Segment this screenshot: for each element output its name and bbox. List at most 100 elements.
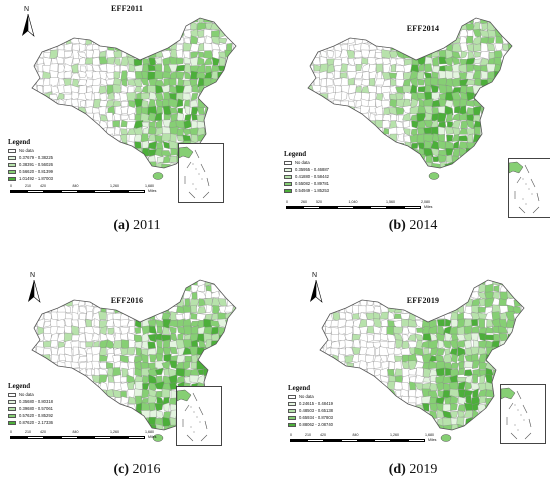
region-cell — [418, 29, 425, 38]
region-cell — [501, 78, 510, 88]
region-cell — [148, 44, 158, 52]
region-cell — [231, 388, 236, 398]
region-cell — [466, 63, 476, 73]
region-cell — [421, 280, 431, 287]
region-cell — [63, 280, 74, 287]
region-cell — [175, 49, 183, 59]
region-cell — [352, 313, 360, 320]
north-letter: N — [312, 272, 318, 279]
region-cell — [472, 156, 483, 165]
region-cell — [459, 154, 467, 164]
region-cell — [308, 28, 314, 38]
region-cell — [119, 37, 129, 46]
region-cell — [344, 292, 355, 300]
legend-label: 0.87620 - 2.17336 — [19, 420, 53, 425]
region-cell — [424, 84, 431, 93]
region-cell — [140, 37, 150, 45]
region-cell — [500, 21, 509, 30]
region-cell — [388, 396, 396, 406]
region-cell — [431, 21, 441, 31]
region-cell — [176, 127, 185, 137]
region-cell — [231, 319, 236, 329]
region-cell — [474, 77, 482, 87]
region-cell — [32, 36, 38, 46]
region-cell — [319, 18, 327, 24]
region-cell — [170, 147, 179, 156]
region-cell — [373, 360, 381, 369]
region-cell — [91, 280, 101, 285]
scale-bar: 0 210 420 840 1,260 1,680 Miles — [290, 433, 460, 447]
region-cell — [387, 369, 395, 377]
region-cell — [233, 65, 236, 72]
region-cell — [78, 280, 87, 286]
region-cell — [154, 21, 165, 32]
region-cell — [319, 108, 329, 116]
region-cell — [86, 280, 94, 287]
region-cell — [210, 375, 219, 385]
legend: Legend No data 0.24615 - 0.48419 0.48503 -… — [288, 384, 378, 428]
region-cell — [429, 297, 439, 307]
region-cell — [233, 325, 236, 336]
region-cell — [390, 113, 397, 122]
legend-label: 0.37679 - 0.38225 — [19, 155, 53, 160]
region-cell — [120, 285, 128, 294]
region-cell — [80, 100, 86, 108]
legend-label: 0.41880 - 0.58442 — [295, 174, 329, 179]
region-cell — [169, 107, 178, 114]
region-cell — [383, 155, 391, 164]
region-cell — [486, 93, 497, 102]
legend-label: 0.48503 - 0.65138 — [299, 408, 333, 413]
region-cell — [438, 22, 447, 32]
scale-tick: 1,680 — [145, 184, 154, 188]
region-cell — [232, 133, 236, 143]
legend-label: No data — [299, 394, 314, 399]
region-cell — [217, 65, 228, 72]
region-cell — [435, 367, 445, 377]
region-cell — [388, 22, 398, 32]
region-cell — [423, 36, 433, 44]
caption-year: 2011 — [133, 218, 161, 233]
region-cell — [320, 140, 329, 149]
region-cell — [56, 18, 67, 24]
region-cell — [161, 18, 172, 25]
region-cell — [63, 63, 73, 74]
region-cell — [141, 49, 151, 58]
region-cell — [92, 292, 102, 300]
region-cell — [184, 71, 192, 80]
scale-unit: Miles — [148, 189, 157, 193]
region-cell — [226, 114, 235, 121]
region-cell — [156, 18, 164, 23]
region-cell — [404, 42, 412, 52]
region-cell — [161, 290, 172, 301]
region-cell — [509, 99, 512, 109]
region-cell — [408, 318, 417, 328]
region-cell — [233, 114, 236, 122]
region-cell — [486, 98, 497, 107]
region-cell — [457, 410, 465, 418]
map-title: EFF2011 — [110, 4, 144, 13]
region-cell — [32, 126, 37, 136]
caption-letter: (a) — [113, 218, 130, 233]
region-cell — [198, 51, 205, 58]
region-cell — [51, 368, 59, 377]
region-cell — [112, 409, 122, 420]
region-cell — [226, 346, 233, 355]
region-cell — [471, 291, 480, 299]
region-cell — [487, 37, 495, 44]
region-cell — [126, 280, 135, 287]
region-cell — [217, 312, 228, 321]
region-cell — [500, 360, 509, 371]
region-cell — [140, 42, 149, 52]
region-cell — [218, 86, 228, 94]
region-cell — [500, 127, 509, 136]
region-cell — [402, 112, 411, 122]
legend-swatch — [284, 174, 292, 179]
region-cell — [320, 280, 326, 286]
region-cell — [401, 327, 409, 335]
caption-letter: (b) — [388, 218, 406, 233]
legend-label: 0.35955 - 0.46887 — [295, 167, 329, 172]
region-cell — [465, 36, 474, 44]
caption-letter: (c) — [113, 462, 130, 477]
region-cell — [493, 106, 503, 116]
region-cell — [128, 100, 136, 108]
